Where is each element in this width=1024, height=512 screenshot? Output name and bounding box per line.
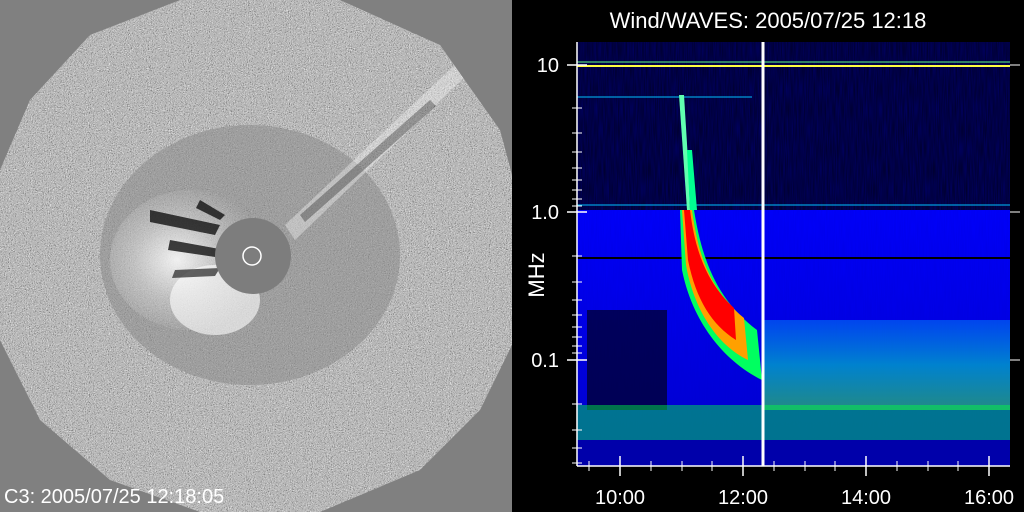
sun-limb-circle <box>242 246 262 266</box>
spectrum-plot-area <box>577 42 1010 466</box>
coronagraph-image <box>0 0 512 512</box>
y-axis <box>567 42 1020 466</box>
y-tick-label-10: 10 <box>537 55 559 77</box>
x-tick-label-1400: 14:00 <box>841 487 891 509</box>
y-tick-label-1: 1.0 <box>531 202 559 224</box>
lasco-c3-image-panel: C3: 2005/07/25 12:18:05 <box>0 0 512 512</box>
occulter-disk <box>215 218 291 294</box>
spectrum-title: Wind/WAVES: 2005/07/25 12:18 <box>609 8 927 33</box>
dynamic-spectrum-chart: 10 1.0 0.1 MHz 10:00 12:00 14:00 16:00 <box>524 42 1020 509</box>
y-axis-label: MHz <box>524 252 549 297</box>
x-tick-label-1200: 12:00 <box>718 487 768 509</box>
c3-timestamp-caption: C3: 2005/07/25 12:18:05 <box>4 486 225 508</box>
waves-spectrum-panel: Wind/WAVES: 2005/07/25 12:18 <box>512 0 1024 512</box>
x-tick-label-1000: 10:00 <box>595 487 645 509</box>
y-tick-label-0-1: 0.1 <box>531 350 559 372</box>
x-tick-label-1600: 16:00 <box>964 487 1014 509</box>
x-axis <box>577 456 1010 476</box>
